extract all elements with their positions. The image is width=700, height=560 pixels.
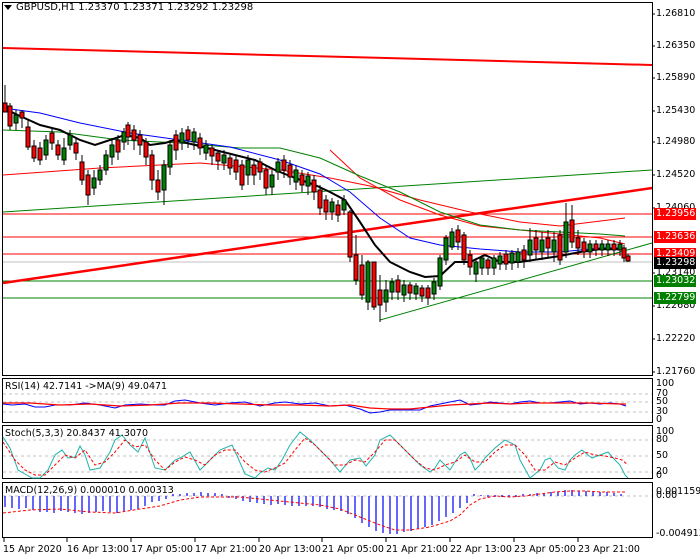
price-tick: 1.22680 (656, 300, 696, 311)
time-label: 21 Apr 05:00 (322, 544, 384, 555)
rsi-tick: 50 (656, 396, 669, 407)
price-axis-ticks (652, 13, 655, 373)
price-tick: 1.24980 (656, 136, 696, 147)
price-tick: 1.25890 (656, 72, 696, 83)
price-tick: 1.24520 (656, 169, 696, 180)
rsi-label: RSI(14) 42.7141 ->MA(9) 49.0471 (5, 381, 168, 392)
price-tick: 1.21760 (656, 366, 696, 377)
macd-tick: -0.004913 (656, 528, 700, 539)
rsi-tick: 70 (656, 388, 669, 399)
rsi-panel[interactable] (2, 393, 652, 414)
macd-signal-line (2, 490, 625, 531)
stoch-tick: 80 (656, 434, 669, 445)
price-tag-support-1: 1.23032 (654, 275, 696, 287)
stoch-tick: 20 (656, 466, 669, 477)
price-tag-resistance-2: 1.23636 (654, 231, 696, 243)
price-tick: 1.26350 (656, 40, 696, 51)
dropdown-triangle-icon[interactable] (4, 4, 12, 10)
price-tick: 1.25430 (656, 105, 696, 116)
rsi-tick: 100 (656, 378, 675, 389)
macd-tick: 0.001159 (656, 486, 700, 497)
macd-histogram (4, 490, 622, 534)
rsi-tick: 30 (656, 406, 669, 417)
stoch-label: Stoch(5,3,3) 20.8437 41.3070 (5, 428, 149, 439)
time-label: 21 Apr 21:00 (386, 544, 448, 555)
time-label: 17 Apr 21:00 (195, 544, 257, 555)
rsi-ma-line (3, 402, 626, 410)
price-tag-current: 1.23298 (654, 257, 696, 269)
rsi-tick: 0 (656, 414, 663, 425)
stoch-main-line (2, 431, 629, 479)
price-tick: 1.22220 (656, 333, 696, 344)
macd-label: MACD(12,26,9) 0.000010 0.000313 (5, 485, 174, 496)
price-tick: 1.24060 (656, 202, 695, 213)
time-label: 23 Apr 21:00 (578, 544, 640, 555)
horizontal-levels[interactable] (3, 213, 652, 299)
stoch-tick: 0 (656, 470, 663, 481)
rsi-line (2, 399, 627, 414)
time-label: 15 Apr 2020 (3, 544, 62, 555)
time-label: 22 Apr 13:00 (450, 544, 512, 555)
time-axis-ticks (3, 538, 579, 542)
stoch-tick: 50 (656, 450, 669, 461)
time-label: 23 Apr 05:00 (514, 544, 576, 555)
price-tick: 1.26810 (656, 8, 696, 19)
stoch-panel[interactable] (2, 431, 652, 479)
price-tick: 1.23140 (656, 267, 696, 278)
time-label: 16 Apr 13:00 (67, 544, 129, 555)
chart-title: GBPUSD,H1 1.23370 1.23371 1.23292 1.2329… (4, 2, 253, 13)
panel-frames (2, 2, 653, 538)
stoch-tick: 100 (656, 426, 675, 437)
macd-tick: 0.00 (656, 490, 678, 501)
ma-blue (2, 107, 625, 253)
chart-title-text: GBPUSD,H1 1.23370 1.23371 1.23292 1.2329… (16, 2, 254, 13)
time-label: 17 Apr 05:00 (131, 544, 193, 555)
macd-panel[interactable] (2, 490, 652, 534)
time-label: 20 Apr 13:00 (259, 544, 321, 555)
candlesticks[interactable] (2, 85, 631, 322)
price-tag-support-2: 1.22799 (654, 292, 696, 304)
price-tag-resistance-1: 1.23956 (654, 208, 696, 220)
